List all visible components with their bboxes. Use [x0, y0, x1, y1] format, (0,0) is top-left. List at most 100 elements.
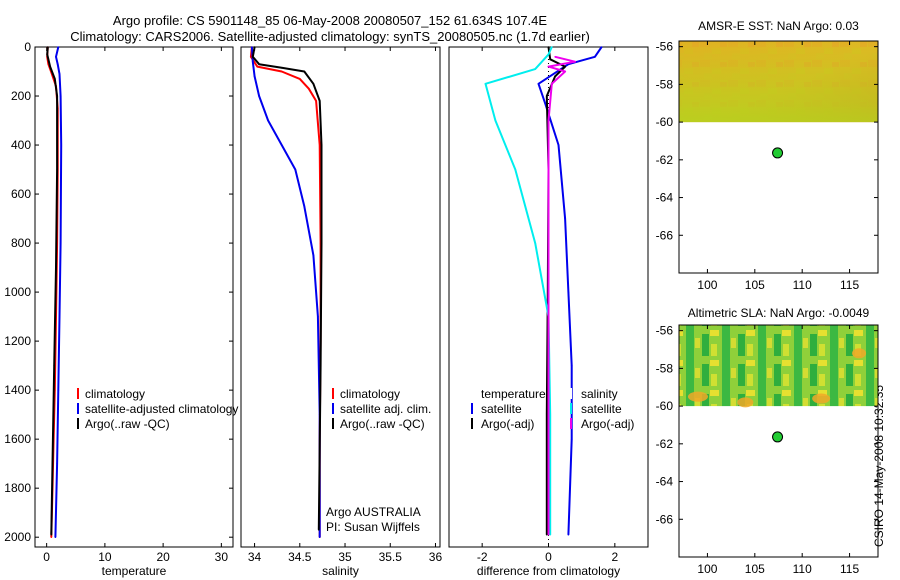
data-point: [50, 536, 53, 538]
legend-entry: satellite: [481, 402, 522, 416]
data-point: [60, 144, 63, 146]
y-tick-label: -58: [656, 77, 674, 91]
data-point: [55, 266, 57, 269]
data-point: [546, 95, 548, 97]
figure-title-line2: Climatology: CARS2006. Satellite-adjuste…: [70, 29, 590, 44]
annotation-text: PI: Susan Wijffels: [326, 520, 420, 534]
legend-entry: Argo(-adj): [581, 417, 634, 431]
annotation-text: Argo AUSTRALIA: [326, 505, 421, 519]
data-point: [567, 291, 570, 293]
y-tick-label: -56: [656, 324, 674, 338]
x-tick-label: 20: [156, 550, 170, 564]
data-point: [308, 87, 310, 90]
data-point: [594, 56, 596, 58]
data-point: [547, 291, 550, 293]
legend-entry: climatology: [340, 387, 400, 401]
legend-entry: satellite-adjusted climatology: [85, 402, 238, 416]
data-point: [567, 533, 570, 536]
x-tick-label: 35.5: [379, 550, 403, 564]
data-point: [58, 73, 61, 75]
x-tick-label: 100: [697, 278, 717, 292]
y-tick-label: 1800: [4, 481, 31, 495]
x-tick-label: 35: [338, 550, 352, 564]
y-tick-label: 800: [11, 236, 31, 250]
data-point: [58, 315, 61, 318]
salinity-profile-panel: 34 34.5 35 35.5 36 salinity climatologysatelli…: [240, 46, 443, 578]
temperature-profile-frame: [34, 46, 234, 548]
data-point: [546, 413, 548, 416]
data-point: [551, 46, 553, 48]
data-point: [47, 46, 49, 48]
data-point: [251, 56, 254, 58]
data-point: [547, 46, 550, 48]
data-point: [549, 58, 551, 61]
sla-anomaly-patch: [852, 348, 867, 359]
sla-anomaly-patch: [812, 393, 831, 404]
argo-float-marker: [772, 431, 784, 443]
y-tick-label: -56: [656, 40, 674, 54]
data-point: [564, 217, 566, 220]
amsr-sst-map-frame: [678, 40, 879, 274]
x-tick-label: 110: [793, 278, 812, 292]
data-point: [256, 65, 259, 68]
data-point: [484, 82, 487, 85]
data-point: [318, 100, 321, 102]
x-tick-label: 105: [745, 278, 765, 292]
altimetric-sla-map-frame: [678, 324, 879, 558]
data-point: [50, 533, 53, 536]
legend-entry: satellite: [581, 402, 622, 416]
y-tick-label: -62: [656, 437, 674, 451]
data-point: [46, 53, 49, 56]
legend-entry: Argo(-adj): [481, 417, 534, 431]
data-point: [59, 95, 62, 97]
y-tick-label: -58: [656, 361, 674, 375]
y-tick-label: -60: [656, 115, 674, 129]
y-tick-label: 2000: [4, 530, 31, 544]
amsr-sst-map-title: AMSR-E SST: NaN Argo: 0.03: [698, 19, 859, 33]
data-point: [258, 63, 260, 65]
series-line-climatology: [249, 46, 322, 538]
temperature-profile-xlabel: temperature: [102, 564, 167, 578]
x-tick-label: 0: [43, 550, 50, 564]
x-tick-label: 34: [248, 550, 262, 564]
series-line-argo-raw-qc-: [251, 46, 323, 530]
data-point: [57, 46, 60, 48]
legend-entry: temperature: [481, 387, 546, 401]
difference-profile-xlabel: difference from climatology: [477, 564, 620, 578]
data-point: [494, 119, 497, 122]
y-tick-label: 200: [11, 89, 31, 103]
argo-float-marker: [772, 147, 784, 159]
y-tick-label: -66: [656, 228, 674, 242]
data-point: [600, 46, 603, 48]
data-point: [298, 78, 301, 80]
data-point: [56, 462, 58, 465]
y-tick-label: 1400: [4, 383, 31, 397]
data-point: [55, 56, 57, 58]
data-point: [514, 168, 517, 171]
altimetric-sla-map-field: [679, 325, 878, 407]
x-tick-label: 36: [429, 550, 443, 564]
data-point: [253, 46, 256, 48]
legend-entry: Argo(..raw -QC): [85, 417, 170, 431]
y-tick-label: 600: [11, 187, 31, 201]
x-tick-label: 115: [840, 562, 859, 576]
sla-anomaly-patch: [687, 391, 708, 402]
data-point: [317, 315, 319, 318]
data-point: [312, 254, 315, 257]
x-tick-label: 0: [545, 550, 552, 564]
series-line-salinity-argo-adj-: [547, 55, 576, 535]
altimetric-sla-map-panel: Altimetric SLA: NaN Argo: -0.0049 -56 -58 -…: [656, 306, 879, 576]
y-tick-label: -60: [656, 399, 674, 413]
data-point: [303, 205, 306, 208]
data-point: [253, 75, 256, 78]
y-tick-label: -66: [656, 512, 674, 526]
data-point: [51, 462, 54, 465]
data-point: [54, 78, 56, 80]
temperature-profile-panel: 0 200 400 600 800 1000 1200 1400 1600 1800 2000 0 10…: [4, 40, 238, 578]
data-point: [564, 65, 566, 68]
salinity-profile-frame: [240, 46, 441, 548]
data-point: [549, 533, 551, 536]
legend-entry: climatology: [85, 387, 145, 401]
x-tick-label: 115: [840, 278, 859, 292]
